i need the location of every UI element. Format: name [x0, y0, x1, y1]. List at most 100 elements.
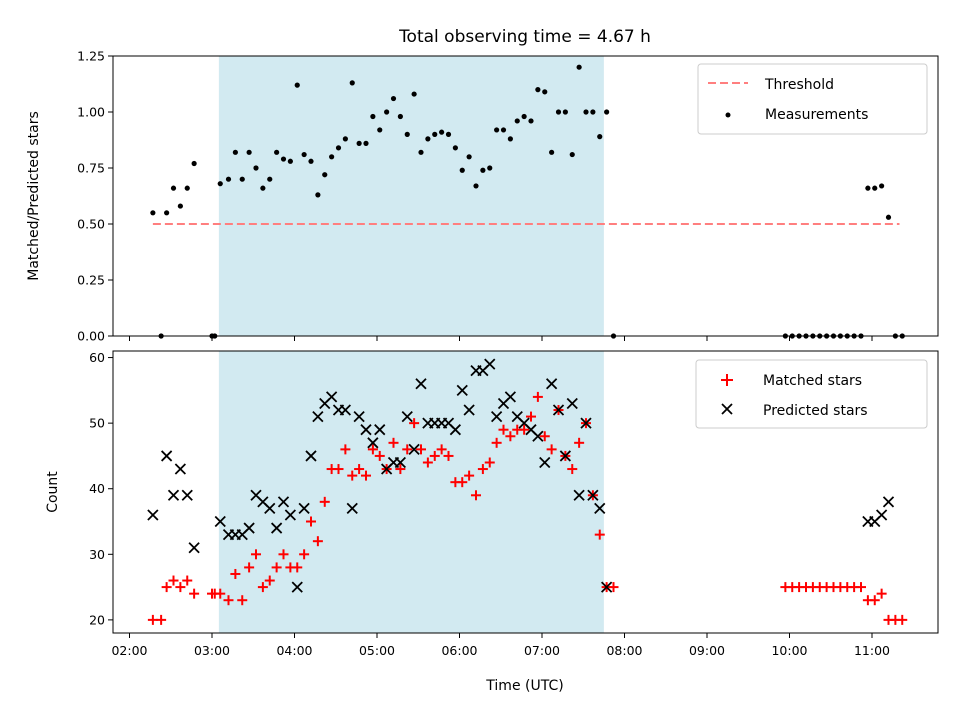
- top-y-tick-label: 1.00: [77, 105, 105, 120]
- measurement-point: [425, 136, 431, 142]
- measurement-point: [604, 109, 610, 115]
- top-x-ticks: [129, 336, 873, 341]
- top-shaded-span: [218, 56, 604, 336]
- predicted-star-point: [552, 404, 565, 416]
- chart-title: Total observing time = 4.67 h: [398, 27, 651, 47]
- matched-star-point: [156, 614, 167, 625]
- predicted-stars-series: [147, 358, 895, 593]
- matched-star-point: [306, 516, 316, 527]
- top-y-tick-label: 0.25: [77, 273, 105, 288]
- measurement-point: [885, 214, 892, 220]
- matched-star-point: [539, 431, 550, 442]
- top-y-tick-label: 0.50: [77, 217, 105, 232]
- matched-star-point: [312, 536, 323, 547]
- predicted-star-point: [456, 384, 468, 396]
- measurement-point: [349, 80, 355, 86]
- measurement-point: [445, 131, 452, 137]
- measurement-point: [246, 149, 252, 155]
- measurement-point: [404, 131, 410, 137]
- x-tick-label: 08:00: [606, 643, 642, 658]
- predicted-star-point: [214, 515, 226, 528]
- matched-star-point: [876, 588, 887, 599]
- matched-star-point: [395, 464, 406, 475]
- measurement-point: [253, 165, 259, 171]
- matched-star-point: [388, 437, 399, 448]
- bottom-y-tick-label: 60: [89, 350, 105, 365]
- top-y-tick-label: 1.25: [77, 49, 105, 64]
- predicted-star-point: [360, 424, 372, 436]
- predicted-star-point: [875, 509, 888, 521]
- measurement-point: [287, 158, 293, 164]
- measurement-point: [301, 151, 307, 158]
- matched-star-point: [319, 496, 330, 507]
- measurement-point: [260, 185, 266, 191]
- bottom-y-tick-label: 30: [89, 547, 105, 562]
- measurement-point: [335, 145, 342, 151]
- measurement-point: [549, 149, 555, 155]
- matched-star-point: [237, 595, 248, 606]
- matched-star-point: [594, 529, 605, 540]
- legend-measurements-label: Measurements: [765, 107, 868, 123]
- measurement-point: [514, 118, 520, 124]
- matched-star-point: [477, 464, 488, 475]
- matched-star-point: [278, 549, 289, 560]
- predicted-star-point: [264, 502, 276, 515]
- measurement-point: [439, 129, 445, 135]
- top-legend-box: [697, 63, 928, 135]
- matched-star-point: [340, 444, 351, 455]
- measurement-point: [535, 87, 541, 93]
- measurement-point: [555, 109, 562, 115]
- top-legend: Threshold Measurements: [697, 63, 928, 135]
- measurement-point: [452, 145, 458, 151]
- matched-star-point: [354, 464, 365, 475]
- x-tick-label: 06:00: [441, 643, 477, 658]
- measurement-point: [528, 118, 534, 124]
- measurement-point: [473, 183, 479, 189]
- measurement-point: [342, 136, 348, 142]
- predicted-star-point: [594, 502, 606, 515]
- bottom-panel: 20 30 40 50 60 02:00 03:00 04:00 05:00 06:00 07:0…: [45, 350, 939, 694]
- matched-star-point: [161, 582, 172, 593]
- predicted-star-point: [415, 378, 427, 390]
- bottom-y-axis-label: Count: [45, 471, 61, 513]
- x-tick-label: 03:00: [194, 643, 230, 658]
- matched-star-point: [264, 575, 275, 586]
- matched-star-point: [215, 588, 226, 599]
- legend-measurements-swatch: [725, 112, 731, 118]
- predicted-star-point: [284, 509, 297, 521]
- matched-star-point: [168, 575, 179, 586]
- predicted-star-point: [353, 410, 365, 423]
- measurement-point: [294, 82, 300, 88]
- matched-star-point: [257, 582, 268, 593]
- legend-matched-swatch: [721, 374, 733, 386]
- predicted-star-point: [188, 542, 200, 554]
- predicted-star-point: [532, 430, 544, 442]
- measurement-point: [356, 140, 362, 146]
- matched-star-point: [856, 582, 866, 593]
- predicted-star-point: [600, 581, 613, 593]
- measurement-point: [239, 176, 245, 182]
- predicted-star-point: [291, 581, 303, 593]
- predicted-star-point: [573, 489, 585, 501]
- matched-star-point: [436, 444, 447, 455]
- bottom-legend-box: [695, 359, 928, 429]
- bottom-axes-frame: [112, 350, 939, 634]
- measurement-point: [164, 210, 170, 216]
- matched-star-point: [464, 470, 475, 481]
- measurement-point: [879, 183, 885, 189]
- matched-star-point: [519, 424, 530, 435]
- legend-predicted-label: Predicted stars: [763, 403, 868, 419]
- matched-star-point: [416, 444, 426, 455]
- measurement-point: [418, 149, 424, 155]
- matched-star-point: [347, 470, 358, 481]
- matched-star-point: [367, 444, 378, 455]
- top-y-tick-label: 0.00: [77, 329, 105, 344]
- measurement-point: [466, 154, 472, 160]
- predicted-star-point: [270, 522, 283, 534]
- legend-threshold-label: Threshold: [764, 77, 834, 93]
- legend-matched-label: Matched stars: [763, 373, 862, 389]
- measurement-point: [521, 113, 527, 120]
- measurement-point: [507, 136, 513, 142]
- matched-star-point: [182, 575, 193, 586]
- measurement-point: [274, 149, 280, 155]
